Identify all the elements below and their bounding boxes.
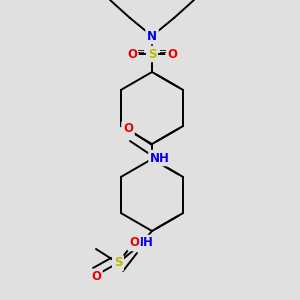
Text: =: =	[159, 47, 167, 57]
Text: O: O	[127, 47, 137, 61]
Text: O: O	[123, 122, 133, 136]
Text: O: O	[129, 236, 139, 250]
Text: O: O	[91, 271, 101, 284]
Text: N: N	[147, 29, 157, 43]
Text: NH: NH	[134, 236, 154, 250]
Text: S: S	[148, 47, 156, 61]
Text: =: =	[137, 47, 145, 57]
Text: S: S	[114, 256, 122, 269]
Text: NH: NH	[150, 152, 170, 164]
Text: O: O	[167, 47, 177, 61]
